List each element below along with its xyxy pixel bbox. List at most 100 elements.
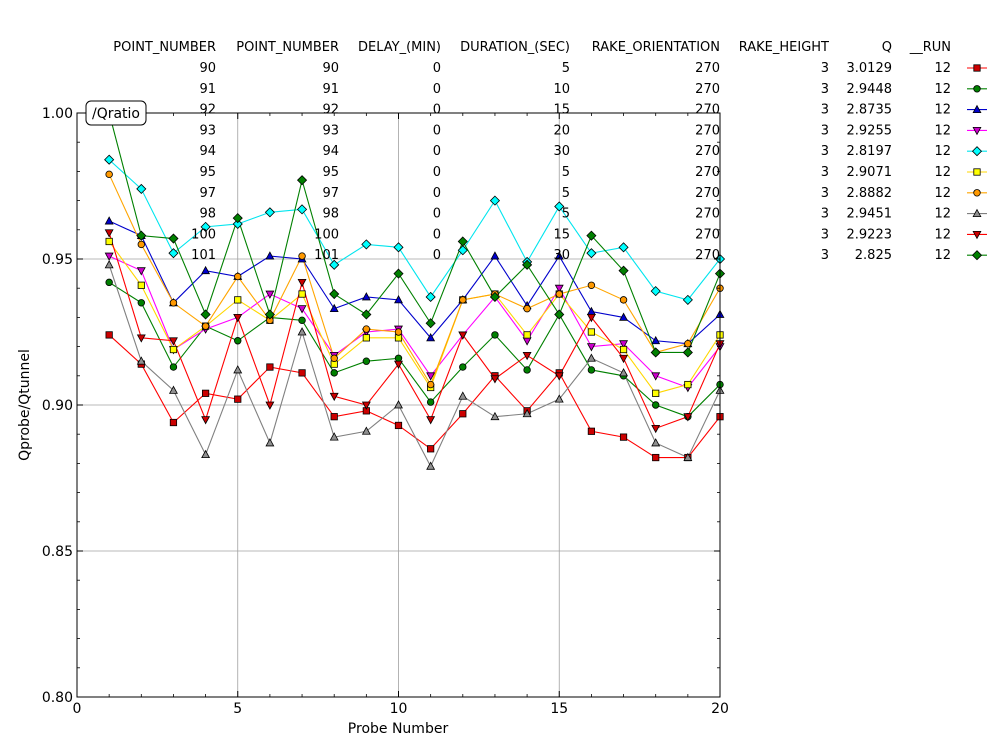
legend-cell: 2.9223 — [847, 227, 893, 242]
data-point — [652, 389, 660, 397]
data-point — [329, 392, 339, 402]
legend-header: Q — [882, 40, 892, 55]
legend-cell: 0 — [433, 186, 441, 201]
data-point — [169, 363, 178, 371]
legend-cell: 12 — [934, 165, 951, 180]
legend-cell: 2.8882 — [847, 186, 893, 201]
legend-swatch-marker — [973, 64, 981, 72]
y-tick-label: 0.95 — [42, 252, 73, 268]
legend-swatch-marker — [972, 208, 982, 218]
data-point — [523, 366, 531, 374]
data-point — [554, 394, 564, 403]
legend-cell: 270 — [695, 207, 720, 222]
data-point — [298, 369, 306, 377]
legend-cell: 3 — [821, 82, 829, 97]
data-point — [618, 242, 629, 253]
series-points-10 — [104, 107, 726, 358]
legend-cell: 2.8197 — [847, 144, 893, 159]
legend-swatch-marker — [972, 127, 982, 136]
legend-cell: 270 — [695, 61, 720, 76]
legend-header: DELAY_(MIN) — [358, 40, 441, 55]
data-point — [554, 284, 564, 294]
data-point — [587, 366, 596, 374]
data-point — [426, 398, 435, 406]
data-point — [394, 295, 403, 304]
data-point — [201, 322, 210, 330]
data-point — [490, 251, 500, 260]
y-tick-label: 1.00 — [42, 106, 73, 122]
data-point — [427, 445, 435, 453]
data-point — [651, 372, 661, 381]
data-point — [426, 380, 435, 389]
legend-header: POINT_NUMBER — [236, 40, 339, 55]
data-point — [651, 438, 661, 447]
data-point — [682, 347, 693, 358]
data-point — [458, 331, 468, 340]
legend-header: RAKE_ORIENTATION — [592, 40, 720, 55]
data-point — [330, 369, 338, 377]
data-point — [330, 413, 338, 421]
data-point — [554, 251, 564, 260]
data-point — [362, 357, 371, 365]
data-point — [361, 401, 371, 410]
legend-cell: 270 — [695, 227, 720, 242]
data-point — [555, 290, 563, 298]
legend-header: __RUN — [909, 40, 951, 55]
data-point — [168, 233, 179, 244]
legend-swatch-marker — [971, 146, 983, 157]
legend-cell: 95 — [199, 165, 216, 180]
legend-cell: 91 — [199, 82, 216, 97]
data-point — [682, 294, 693, 305]
data-point — [136, 267, 146, 276]
legend-cell: 10 — [553, 82, 570, 97]
data-point — [266, 363, 274, 371]
data-point — [587, 328, 596, 336]
data-point — [330, 354, 338, 362]
legend-cell: 90 — [199, 61, 216, 76]
data-point — [169, 299, 178, 307]
data-point — [394, 354, 403, 362]
legend-swatch-marker — [972, 104, 982, 113]
data-point — [234, 395, 242, 403]
data-point — [619, 433, 628, 441]
legend-cell: 12 — [934, 227, 951, 242]
series-line-6 — [108, 241, 720, 394]
data-point — [264, 207, 275, 218]
legend-cell: 101 — [314, 248, 339, 263]
data-point — [554, 201, 565, 212]
legend-cell: 12 — [934, 123, 951, 138]
legend-header: DURATION_(SEC) — [460, 40, 570, 55]
svg-text:/Qratio: /Qratio — [92, 106, 140, 122]
data-point — [168, 385, 178, 394]
data-point — [104, 229, 114, 238]
data-point — [361, 292, 371, 301]
data-point — [650, 347, 661, 358]
legend-cell: 3 — [821, 248, 829, 263]
data-point — [329, 303, 339, 313]
data-point — [136, 356, 146, 365]
data-point — [168, 248, 179, 259]
data-point — [234, 296, 242, 304]
legend-cell: 0 — [433, 61, 441, 76]
data-point — [489, 195, 501, 206]
legend-cell: 12 — [934, 103, 951, 118]
legend-cell: 15 — [553, 103, 570, 118]
data-point — [168, 337, 178, 346]
data-point — [619, 312, 629, 321]
legend-cell: 2.8735 — [847, 103, 893, 118]
data-point — [652, 453, 660, 462]
legend-cell: 3 — [821, 165, 829, 180]
legend-cell: 3 — [821, 227, 829, 242]
data-point — [361, 239, 372, 250]
data-point — [459, 363, 467, 371]
legend-cell: 3 — [821, 123, 829, 138]
data-point — [298, 252, 306, 260]
legend-cell: 30 — [553, 144, 570, 159]
data-point — [522, 259, 533, 270]
data-point — [329, 432, 339, 441]
legend-header: POINT_NUMBER — [113, 40, 216, 55]
series-points-5 — [104, 154, 726, 305]
data-point — [651, 335, 661, 345]
legend-cell: 270 — [695, 186, 720, 201]
data-point — [523, 331, 531, 339]
